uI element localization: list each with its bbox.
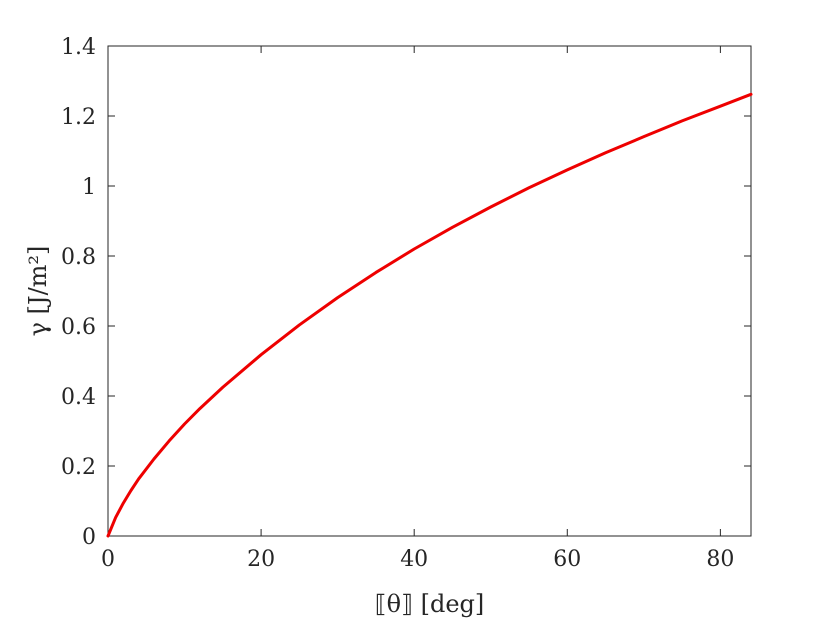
x-axis-ticks: 0 20 40 60 80 — [101, 46, 734, 572]
y-axis-label: γ [J/m²] — [24, 246, 52, 337]
x-tick-label: 20 — [247, 547, 275, 572]
y-tick-label: 1 — [82, 175, 96, 200]
x-tick-label: 0 — [101, 547, 115, 572]
x-tick-label: 40 — [400, 547, 428, 572]
y-tick-label: 0.8 — [61, 245, 96, 270]
series-line — [106, 92, 753, 538]
y-tick-label: 0.6 — [61, 315, 96, 340]
y-tick-label: 1.4 — [61, 35, 96, 60]
y-tick-label: 0.4 — [61, 385, 96, 410]
y-tick-label: 0.2 — [61, 455, 96, 480]
x-tick-label: 80 — [706, 547, 734, 572]
y-tick-label: 1.2 — [61, 105, 96, 130]
plot-area — [107, 45, 752, 537]
series-group — [106, 92, 753, 538]
plot-frame — [107, 45, 752, 537]
y-axis-ticks: 0 0.2 0.4 0.6 0.8 1 1.2 1.4 — [61, 35, 751, 550]
x-axis-label: ⟦θ⟧ [deg] — [375, 590, 485, 618]
x-tick-label: 60 — [553, 547, 581, 572]
y-tick-label: 0 — [82, 525, 96, 550]
